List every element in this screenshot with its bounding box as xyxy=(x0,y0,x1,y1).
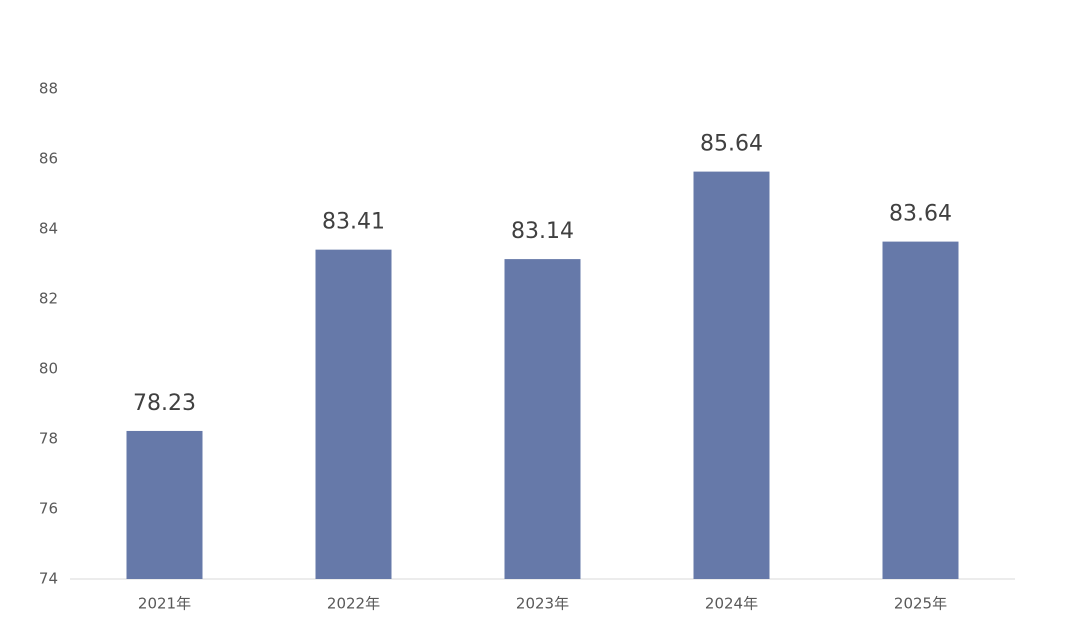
bar xyxy=(504,259,581,579)
bar xyxy=(882,241,959,579)
value-label: 83.41 xyxy=(322,210,385,235)
x-tick-label: 2025年 xyxy=(894,595,947,613)
bar xyxy=(126,430,203,579)
value-label: 83.14 xyxy=(511,219,574,244)
x-tick-label: 2022年 xyxy=(327,595,380,613)
bar xyxy=(315,249,392,579)
y-tick-label: 82 xyxy=(39,290,58,308)
bar xyxy=(693,171,770,579)
x-tick-label: 2024年 xyxy=(705,595,758,613)
y-tick-label: 76 xyxy=(39,500,58,518)
value-label: 78.23 xyxy=(133,391,196,416)
y-tick-label: 74 xyxy=(39,570,58,588)
y-tick-label: 84 xyxy=(39,220,58,238)
y-tick-label: 86 xyxy=(39,150,58,168)
x-tick-label: 2023年 xyxy=(516,595,569,613)
y-tick-label: 88 xyxy=(39,80,58,98)
value-label: 85.64 xyxy=(700,132,763,157)
y-tick-label: 80 xyxy=(39,360,58,378)
y-tick-label: 78 xyxy=(39,430,58,448)
x-tick-label: 2021年 xyxy=(138,595,191,613)
value-label: 83.64 xyxy=(889,202,952,227)
